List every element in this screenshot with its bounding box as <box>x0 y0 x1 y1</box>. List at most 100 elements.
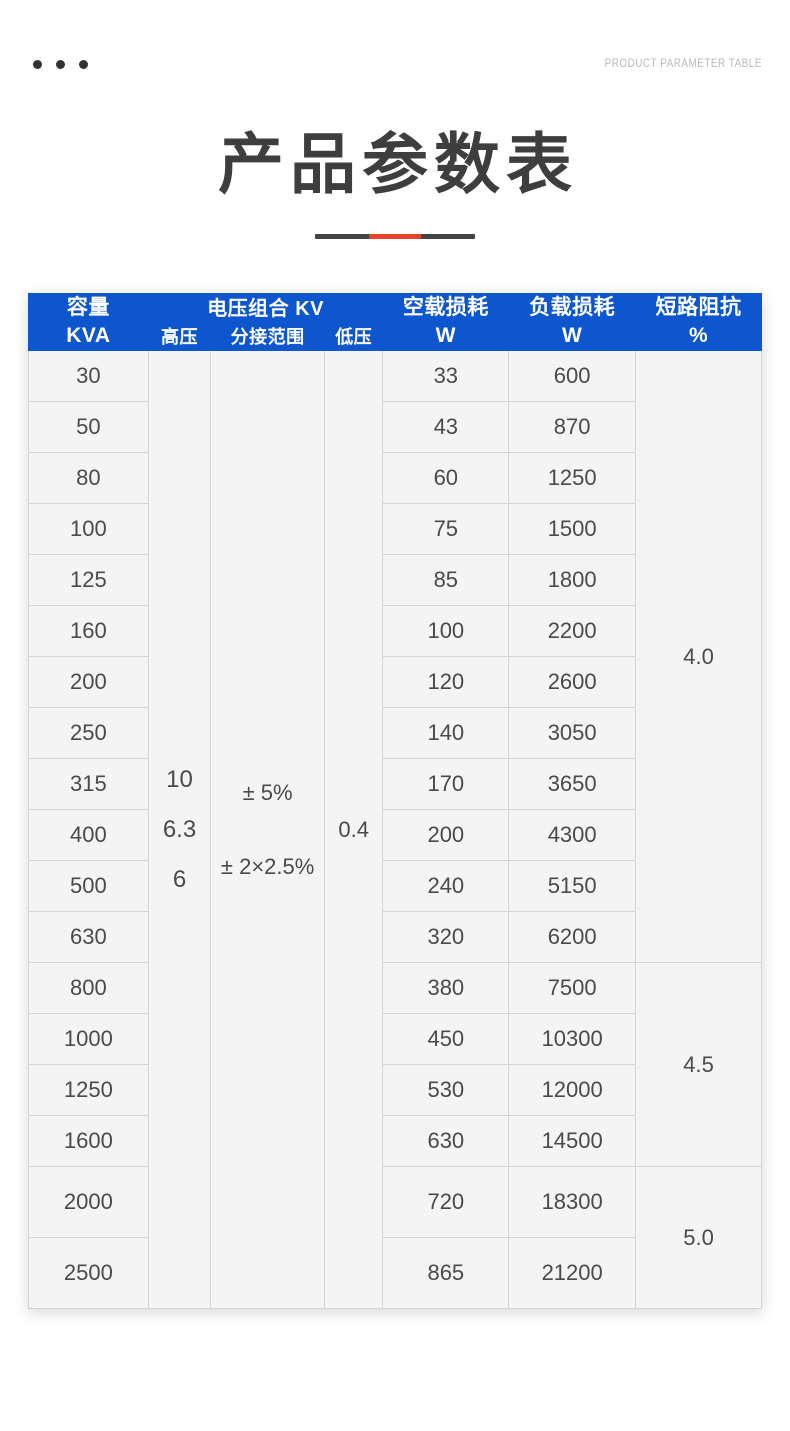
cell-capacity: 2500 <box>28 1237 149 1309</box>
cell-no-load-loss: 43 <box>382 401 510 453</box>
cell-capacity: 125 <box>28 554 149 606</box>
cell-load-loss: 10300 <box>508 1013 637 1065</box>
tap-range-value: ± 5% <box>242 779 293 805</box>
load-loss-label-line1: 负载损耗 <box>529 296 616 319</box>
cell-load-loss: 18300 <box>508 1166 637 1238</box>
divider-accent <box>369 234 421 239</box>
cell-load-loss: 1500 <box>508 503 637 555</box>
cell-no-load-loss: 320 <box>382 911 510 963</box>
cell-capacity: 500 <box>28 860 149 912</box>
cell-load-loss: 2200 <box>508 605 637 657</box>
cell-no-load-loss: 530 <box>382 1064 510 1116</box>
cell-no-load-loss: 720 <box>382 1166 510 1238</box>
cell-capacity: 630 <box>28 911 149 963</box>
cell-capacity: 80 <box>28 452 149 504</box>
capacity-label-line2: KVA <box>66 324 111 347</box>
table-row: 50 43 870 <box>28 401 762 453</box>
table-header-row-2: 高压 分接范围 低压 <box>29 323 762 352</box>
table-row: 2000 720 18300 5.0 <box>28 1166 762 1309</box>
table-row: 400 200 4300 <box>28 809 762 861</box>
cell-no-load-loss: 60 <box>382 452 510 504</box>
table-row: 250 140 3050 <box>28 707 762 759</box>
capacity-label-line1: 容量 <box>66 296 110 319</box>
hv-value: 6.3 <box>162 815 197 843</box>
tap-range-spacer <box>211 813 324 847</box>
no-load-loss-label-line2: W <box>435 324 456 347</box>
tap-range-value: ± 2×2.5% <box>220 853 315 879</box>
cell-load-loss: 7500 <box>508 962 637 1014</box>
column-header-no-load-loss: 空载损耗 W <box>382 293 510 351</box>
cell-capacity: 30 <box>28 350 149 402</box>
cell-no-load-loss: 120 <box>382 656 510 708</box>
decorative-dots <box>33 60 88 69</box>
cell-no-load-loss: 75 <box>382 503 510 555</box>
cell-load-loss: 12000 <box>508 1064 637 1116</box>
cell-load-loss: 5150 <box>508 860 637 912</box>
table-row: 2500 865 21200 <box>28 1237 762 1309</box>
cell-load-loss: 1800 <box>508 554 637 606</box>
table-row: 500 240 5150 <box>28 860 762 912</box>
cell-load-loss: 600 <box>508 350 637 402</box>
table-row: 30 10 6.3 6 ± 5% ± 2×2.5% 0.4 33 600 4.0 <box>28 350 762 1309</box>
column-header-load-loss: 负载损耗 W <box>508 293 637 351</box>
cell-capacity: 1600 <box>28 1115 149 1167</box>
column-header-tap-range: 分接范围 <box>210 323 325 352</box>
dot-icon <box>33 60 42 69</box>
cell-capacity: 2000 <box>28 1166 149 1238</box>
cell-no-load-loss: 450 <box>382 1013 510 1065</box>
impedance-label-line1: 短路阻抗 <box>655 296 742 319</box>
cell-load-loss: 870 <box>508 401 637 453</box>
table-row: 125 85 1800 <box>28 554 762 606</box>
cell-tap-range-values: ± 5% ± 2×2.5% <box>210 350 325 1309</box>
cell-no-load-loss: 33 <box>382 350 510 402</box>
cell-no-load-loss: 100 <box>382 605 510 657</box>
cell-capacity: 315 <box>28 758 149 810</box>
cell-capacity: 100 <box>28 503 149 555</box>
table-row: 800 380 7500 4.5 <box>28 962 762 1167</box>
table-row: 1000 450 10300 <box>28 1013 762 1065</box>
table-body: 30 10 6.3 6 ± 5% ± 2×2.5% 0.4 33 600 4.0 50 43 870 80… <box>28 350 762 1309</box>
cell-load-loss: 14500 <box>508 1115 637 1167</box>
cell-impedance: 4.5 <box>635 962 762 1167</box>
cell-no-load-loss: 170 <box>382 758 510 810</box>
column-header-lv: 低压 <box>323 323 384 352</box>
cell-load-loss: 1250 <box>508 452 637 504</box>
column-header-capacity: 容量 KVA <box>28 293 149 351</box>
cell-capacity: 200 <box>28 656 149 708</box>
column-header-voltage-group: 电压组合 KV <box>147 293 384 325</box>
hv-value: 10 <box>166 765 193 793</box>
eyebrow-text: PRODUCT PARAMETER TABLE <box>604 58 762 70</box>
title-divider <box>315 234 475 239</box>
cell-capacity: 400 <box>28 809 149 861</box>
cell-capacity: 1250 <box>28 1064 149 1116</box>
cell-lv-value: 0.4 <box>323 350 384 1309</box>
impedance-label-line2: % <box>688 324 709 347</box>
cell-capacity: 160 <box>28 605 149 657</box>
table-row: 200 120 2600 <box>28 656 762 708</box>
dot-icon <box>56 60 65 69</box>
cell-load-loss: 4300 <box>508 809 637 861</box>
cell-no-load-loss: 200 <box>382 809 510 861</box>
parameter-table-container: 容量 KVA 电压组合 KV 空载损耗 W 负载损耗 W 短路阻抗 % 高 <box>28 293 762 1309</box>
table-row: 630 320 6200 <box>28 911 762 963</box>
cell-load-loss: 3050 <box>508 707 637 759</box>
cell-impedance: 4.0 <box>635 350 762 963</box>
cell-load-loss: 21200 <box>508 1237 637 1309</box>
cell-capacity: 800 <box>28 962 149 1014</box>
page-title: 产品参数表 <box>218 126 578 203</box>
cell-impedance: 5.0 <box>635 1166 762 1309</box>
cell-no-load-loss: 240 <box>382 860 510 912</box>
table-row: 1250 530 12000 <box>28 1064 762 1116</box>
hv-value: 6 <box>172 865 187 893</box>
cell-capacity: 50 <box>28 401 149 453</box>
cell-no-load-loss: 630 <box>382 1115 510 1167</box>
cell-no-load-loss: 865 <box>382 1237 510 1309</box>
cell-hv-values: 10 6.3 6 <box>147 350 212 1309</box>
dot-icon <box>79 60 88 69</box>
cell-no-load-loss: 85 <box>382 554 510 606</box>
cell-load-loss: 3650 <box>508 758 637 810</box>
cell-load-loss: 2600 <box>508 656 637 708</box>
parameter-table: 容量 KVA 电压组合 KV 空载损耗 W 负载损耗 W 短路阻抗 % 高 <box>28 293 762 1309</box>
cell-capacity: 250 <box>28 707 149 759</box>
column-header-impedance: 短路阻抗 % <box>635 293 762 351</box>
